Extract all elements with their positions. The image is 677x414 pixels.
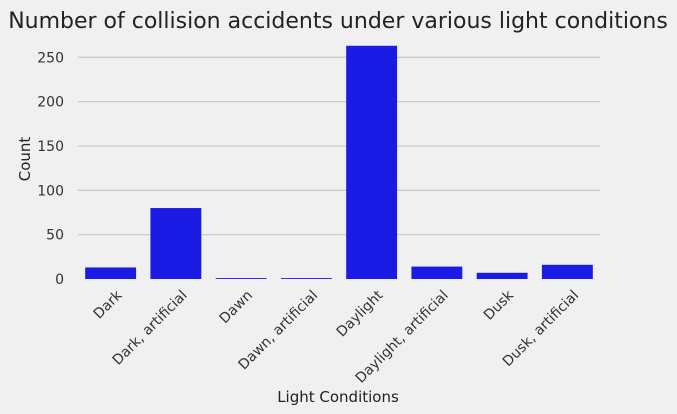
- x-tick-label: Dark: [91, 287, 126, 322]
- x-tick-label: Dusk: [481, 287, 518, 324]
- y-axis-ticks: 0 50 100 150 200 250: [37, 50, 64, 288]
- x-tick-label: Daylight: [334, 287, 387, 340]
- y-tick-label: 100: [37, 183, 64, 199]
- bars: [85, 45, 593, 279]
- x-tick-label: Dawn: [217, 288, 256, 327]
- grid: [78, 56, 600, 236]
- bar: [280, 278, 332, 279]
- y-axis-label: Count: [16, 137, 34, 182]
- y-tick-label: 200: [37, 95, 64, 111]
- x-axis-label: Light Conditions: [277, 388, 399, 406]
- y-tick-label: 0: [55, 272, 64, 288]
- bar: [150, 208, 202, 279]
- bar: [346, 45, 398, 279]
- bar: [215, 278, 267, 279]
- chart-title: Number of collision accidents under vari…: [8, 9, 668, 34]
- y-tick-label: 150: [37, 139, 64, 155]
- y-tick-label: 50: [46, 228, 64, 244]
- bar: [541, 264, 593, 279]
- bar: [411, 266, 463, 279]
- y-tick-label: 250: [37, 50, 64, 66]
- bar: [476, 272, 528, 279]
- bar: [85, 267, 137, 279]
